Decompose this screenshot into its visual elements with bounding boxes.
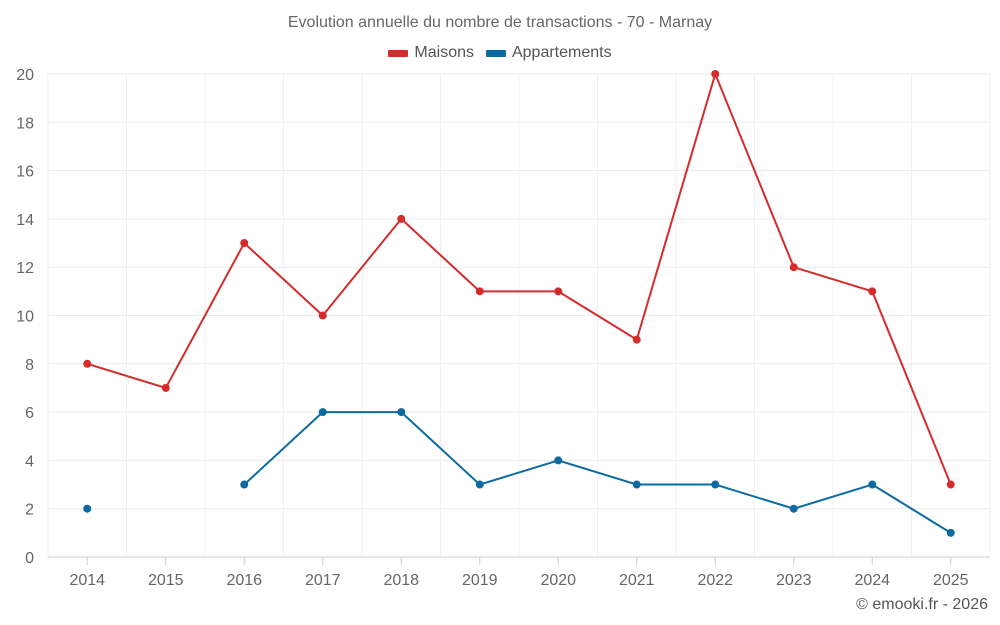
y-tick-label: 6: [25, 405, 34, 422]
y-tick-label: 18: [16, 115, 34, 132]
x-tick-label: 2016: [226, 572, 262, 589]
legend-swatch-appartements: [485, 49, 506, 57]
data-point-maisons-2017: [318, 311, 327, 320]
data-point-maisons-2015: [161, 383, 170, 392]
data-point-appartements-2021: [632, 480, 641, 489]
data-point-appartements-2019: [475, 480, 484, 489]
data-point-maisons-2024: [868, 287, 877, 296]
legend-item-appartements[interactable]: Appartements: [485, 44, 612, 62]
y-tick-label: 12: [16, 260, 34, 277]
legend-item-maisons[interactable]: Maisons: [388, 44, 474, 62]
data-point-appartements-2016: [240, 480, 249, 489]
data-point-appartements-2024: [868, 480, 877, 489]
data-point-appartements-2023: [789, 504, 798, 513]
data-point-maisons-2021: [632, 335, 641, 344]
x-tick-label: 2019: [462, 572, 498, 589]
y-tick-label: 16: [16, 164, 34, 181]
data-point-maisons-2022: [711, 70, 720, 78]
legend-label-maisons: Maisons: [414, 44, 474, 61]
y-tick-label: 14: [16, 212, 34, 229]
data-point-maisons-2019: [475, 287, 484, 296]
data-point-appartements-2020: [554, 456, 563, 465]
x-tick-label: 2015: [148, 572, 184, 589]
y-tick-label: 0: [25, 550, 34, 567]
y-tick-label: 2: [25, 502, 34, 519]
chart-legend: Maisons Appartements: [0, 44, 1000, 62]
x-tick-label: 2023: [776, 572, 812, 589]
legend-label-appartements: Appartements: [511, 44, 612, 61]
data-point-maisons-2025: [946, 480, 955, 489]
credit-text: © emooki.fr - 2026: [856, 596, 988, 613]
data-point-appartements-2014: [83, 504, 92, 513]
x-tick-label: 2017: [305, 572, 341, 589]
data-point-appartements-2018: [397, 408, 406, 417]
data-point-maisons-2018: [397, 214, 406, 223]
data-point-appartements-2017: [318, 408, 327, 417]
data-point-maisons-2020: [554, 287, 563, 296]
x-tick-label: 2022: [697, 572, 733, 589]
y-tick-label: 20: [16, 67, 34, 84]
x-tick-label: 2020: [540, 572, 576, 589]
legend-swatch-maisons: [388, 49, 409, 57]
data-point-appartements-2022: [711, 480, 720, 489]
x-tick-label: 2021: [619, 572, 655, 589]
x-tick-label: 2024: [854, 572, 890, 589]
chart-title: Evolution annuelle du nombre de transact…: [287, 14, 713, 31]
data-point-maisons-2023: [789, 263, 798, 272]
x-tick-label: 2018: [383, 572, 419, 589]
data-point-appartements-2025: [946, 528, 955, 537]
x-tick-label: 2014: [69, 572, 105, 589]
x-tick-label: 2025: [933, 572, 969, 589]
y-tick-label: 4: [25, 453, 34, 470]
y-tick-label: 8: [25, 357, 34, 374]
data-point-maisons-2016: [240, 239, 249, 248]
data-point-maisons-2014: [83, 359, 92, 368]
series-line-maisons: [86, 73, 952, 485]
series-line-appartements: [243, 411, 952, 534]
y-tick-label: 10: [16, 309, 34, 326]
